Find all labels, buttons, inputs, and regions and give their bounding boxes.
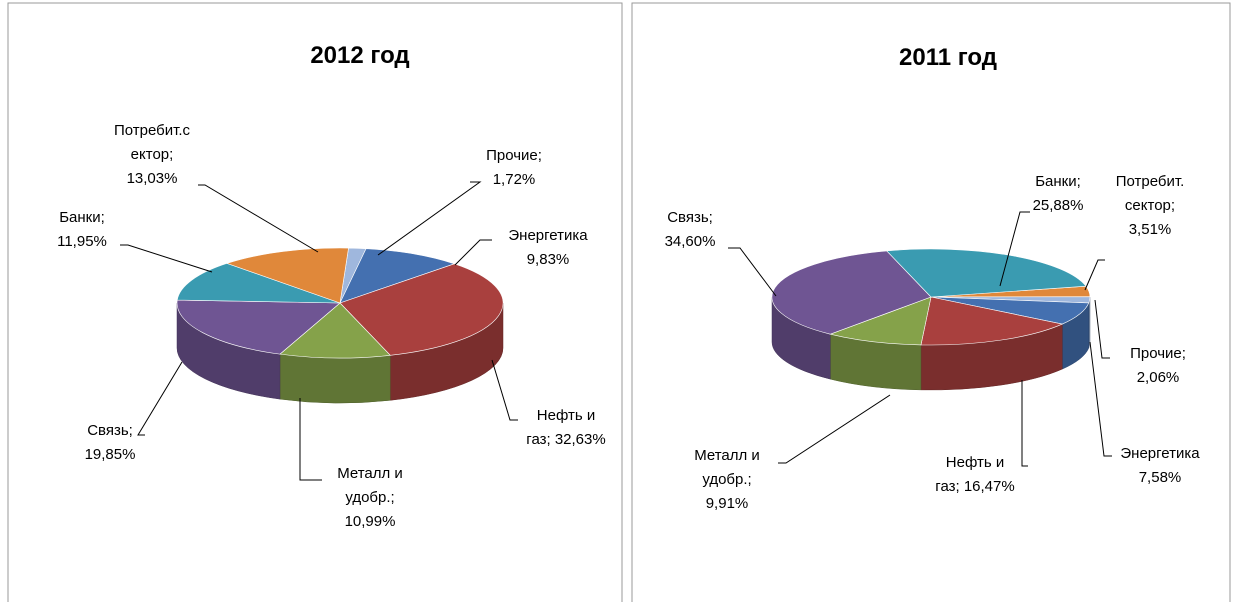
data-label-line: 25,88% xyxy=(1033,197,1084,214)
leader-line xyxy=(1021,380,1028,467)
data-label-line: 9,83% xyxy=(527,251,570,268)
pie-slice xyxy=(829,296,932,346)
data-label: Банки; 25,88% xyxy=(1033,173,1084,214)
data-label-line: газ; 32,63% xyxy=(526,431,605,448)
data-label-line: удобр.; xyxy=(345,489,394,506)
pie-slice xyxy=(279,302,391,359)
leader-line xyxy=(491,359,518,421)
data-label-line: 3,51% xyxy=(1129,221,1172,238)
data-label-line: 34,60% xyxy=(665,233,716,250)
data-label: Нефть и газ; 32,63% xyxy=(526,407,605,448)
leader-line xyxy=(454,239,492,266)
data-label: Прочие; 1,72% xyxy=(486,147,542,188)
leader-line xyxy=(377,181,482,256)
data-label-line: Связь; xyxy=(87,422,133,439)
data-label-line: 2,06% xyxy=(1137,369,1180,386)
data-label-line: Нефть и xyxy=(537,407,595,424)
pie-slice xyxy=(920,296,1064,346)
leader-line xyxy=(137,361,183,436)
data-label-line: Прочие; xyxy=(1130,345,1186,362)
data-label-line: Энергетика xyxy=(508,227,588,244)
data-label: Металл и удобр.; 9,91% xyxy=(694,447,760,512)
data-label-line: газ; 16,47% xyxy=(935,478,1014,495)
leader-line xyxy=(198,184,319,253)
data-label: Потребит. сектор; 3,51% xyxy=(1116,173,1185,238)
leader-line xyxy=(299,398,322,481)
data-label: Банки; 11,95% xyxy=(57,209,107,250)
data-label-line: Банки; xyxy=(59,209,105,226)
chart-title: 2012 год xyxy=(310,42,409,69)
leader-line xyxy=(778,394,891,464)
leader-line xyxy=(1089,341,1112,457)
data-label-line: 9,91% xyxy=(706,495,749,512)
leader-line xyxy=(120,244,213,273)
leader-line xyxy=(728,247,777,297)
data-label-line: Энергетика xyxy=(1120,445,1200,462)
pie-slice xyxy=(886,248,1087,298)
chart-title: 2011 год xyxy=(899,44,997,71)
data-label: Металл и удобр.; 10,99% xyxy=(337,465,403,530)
data-label-line: 7,58% xyxy=(1139,469,1182,486)
data-label-line: 1,72% xyxy=(493,171,536,188)
leader-line xyxy=(1094,299,1110,359)
data-label-line: Банки; xyxy=(1035,173,1081,190)
leader-line xyxy=(999,211,1030,287)
data-label-line: Потребит.с xyxy=(114,122,191,139)
data-label: Потребит.с ектор; 13,03% xyxy=(114,122,191,187)
data-label-line: удобр.; xyxy=(702,471,751,488)
pie-slice xyxy=(176,299,341,355)
pie-slice xyxy=(771,250,932,335)
pie-slice xyxy=(339,263,504,356)
slice-side xyxy=(279,353,391,404)
pie-slice xyxy=(339,248,456,304)
data-label-line: Металл и xyxy=(694,447,760,464)
data-label-line: Потребит. xyxy=(1116,173,1185,190)
data-label: Связь; 19,85% xyxy=(85,422,136,463)
data-label: Энергетика 9,83% xyxy=(508,227,588,268)
data-label: Нефть и газ; 16,47% xyxy=(935,454,1014,495)
data-label-line: Металл и xyxy=(337,465,403,482)
data-label-line: 19,85% xyxy=(85,446,136,463)
data-label-line: ектор; xyxy=(131,146,174,163)
data-label-line: 13,03% xyxy=(127,170,178,187)
data-label: Прочие; 2,06% xyxy=(1130,345,1186,386)
data-label-line: Прочие; xyxy=(486,147,542,164)
leader-line xyxy=(1084,259,1105,291)
data-label-line: Нефть и xyxy=(946,454,1004,471)
data-label-line: 11,95% xyxy=(57,233,107,250)
pie-slice xyxy=(176,263,341,304)
pie-slice xyxy=(226,247,349,304)
data-label-line: 10,99% xyxy=(345,513,396,530)
data-label: Энергетика 7,58% xyxy=(1120,445,1200,486)
data-label-line: Связь; xyxy=(667,209,713,226)
data-label: Связь; 34,60% xyxy=(665,209,716,250)
data-label-line: сектор; xyxy=(1125,197,1175,214)
